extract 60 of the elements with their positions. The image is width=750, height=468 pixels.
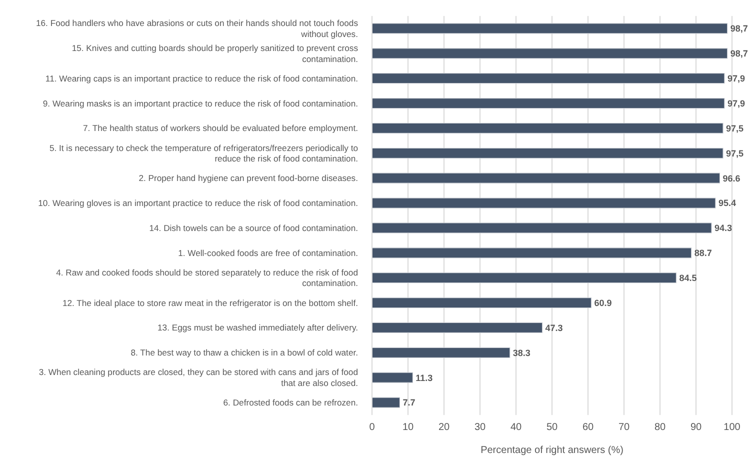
y-tick-label: 4. Raw and cooked foods should be stored separately to reduce the risk of food contamination. — [56, 267, 358, 288]
bar — [372, 198, 716, 208]
y-tick-label: 5. It is necessary to check the temperature of refrigerators/freezers periodically to reduce the risk of food contamination. — [49, 142, 358, 164]
data-label: 47.3 — [545, 322, 563, 333]
data-label: 7.7 — [402, 398, 416, 408]
y-tick-label: 9. Wearing masks is an important practice to reduce the risk of food contamination. — [42, 98, 358, 108]
data-label: 96.6 — [722, 173, 740, 184]
bar — [372, 347, 510, 358]
y-tick-label: 11. Wearing caps is an important practice to reduce the risk of food contamination. — [45, 73, 358, 84]
x-tick-label: 70 — [618, 422, 630, 434]
bar — [372, 222, 712, 234]
x-tick-label: 90 — [690, 422, 702, 434]
bar — [372, 48, 728, 59]
y-tick-label: 7. The health status of workers should be evaluated before employment. — [82, 123, 358, 134]
data-label: 97,9 — [727, 98, 745, 108]
bar — [372, 322, 543, 334]
x-tick-label: 40 — [510, 422, 522, 434]
y-tick-label: 6. Defrosted foods can be refrozen. — [223, 398, 358, 408]
bar — [372, 122, 724, 134]
y-tick-label: 10. Wearing gloves is an important practice to reduce the risk of food contamination. — [38, 198, 358, 208]
y-tick-label: 12. The ideal place to store raw meat in the refrigerator is on the bottom shelf. — [62, 298, 358, 308]
bar — [372, 372, 413, 383]
x-axis-title: Percentage of right answers (%) — [480, 445, 624, 456]
y-tick-label: 15. Knives and cutting boards should be properly sanitized to prevent cross contamination. — [72, 43, 358, 64]
y-tick-label: 16. Food handlers who have abrasions or cuts on their hands should not touch foods without gloves. — [36, 18, 358, 39]
data-label: 60.9 — [594, 298, 612, 308]
data-label: 95.4 — [718, 198, 736, 208]
y-tick-label: 2. Proper hand hygiene can prevent food-borne diseases. — [138, 173, 358, 184]
bar — [372, 23, 728, 34]
data-label: 98,7 — [730, 48, 748, 59]
x-tick-label: 0 — [369, 422, 376, 434]
bar — [372, 172, 720, 184]
data-label: 88.7 — [694, 248, 712, 258]
bar — [372, 297, 592, 308]
y-tick-label: 3. When cleaning products are closed, they can be stored with cans and jars of food that are also closed. — [38, 367, 358, 388]
data-label: 98,7 — [730, 24, 748, 34]
data-label: 84.5 — [679, 273, 697, 284]
bar — [372, 397, 400, 408]
x-tick-label: 10 — [402, 422, 414, 434]
y-tick-label: 13. Eggs must be washed immediately after delivery. — [158, 322, 358, 333]
data-label: 38.3 — [512, 348, 530, 358]
y-tick-label: 14. Dish towels can be a source of food contamination. — [149, 222, 358, 233]
y-tick-label: 1. Well-cooked foods are free of contamination. — [178, 248, 358, 258]
data-label: 97,5 — [726, 123, 744, 134]
bar — [372, 98, 725, 109]
bar — [372, 272, 676, 284]
bar — [372, 73, 725, 84]
data-label: 11.3 — [416, 372, 433, 383]
bar — [372, 248, 692, 258]
data-label: 97,5 — [726, 148, 744, 158]
x-tick-label: 50 — [546, 422, 558, 434]
bar — [372, 148, 724, 158]
x-tick-label: 60 — [582, 422, 594, 434]
x-tick-label: 30 — [474, 422, 486, 434]
x-tick-label: 80 — [654, 422, 666, 434]
y-tick-label: 8. The best way to thaw a chicken is in a bowl of cold water. — [130, 348, 358, 358]
x-tick-label: 100 — [724, 422, 741, 434]
data-label: 97,9 — [727, 74, 745, 84]
x-tick-label: 20 — [438, 422, 450, 434]
data-label: 94.3 — [714, 223, 732, 234]
